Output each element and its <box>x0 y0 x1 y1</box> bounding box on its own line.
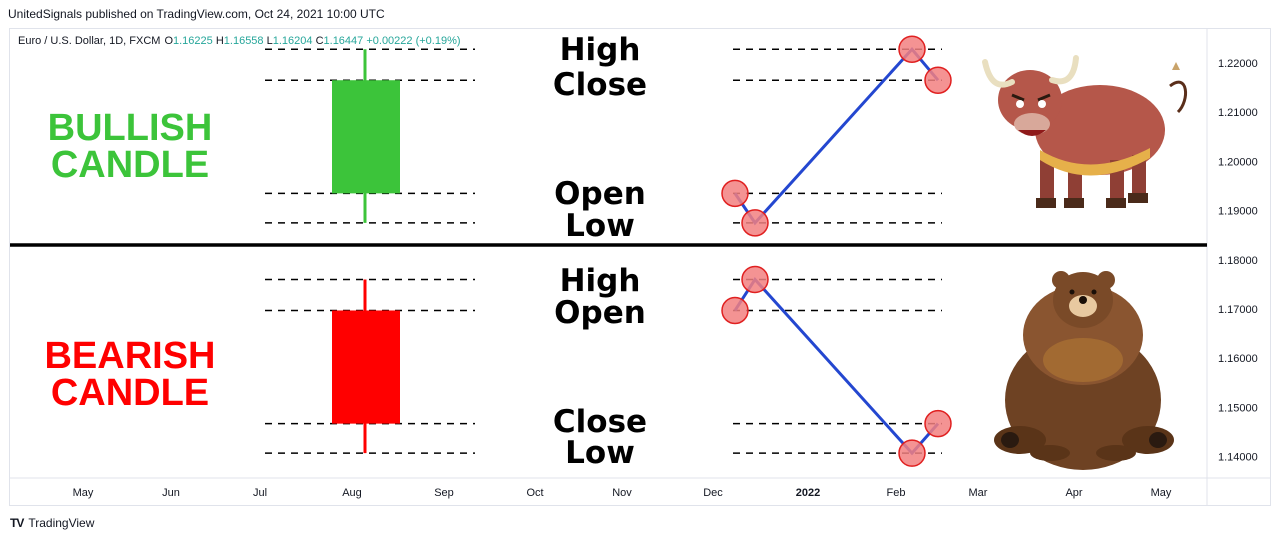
axis-lines <box>10 29 1270 505</box>
price-level-label: Open <box>554 295 646 331</box>
price-path-marker <box>924 66 952 94</box>
candle-title-line: BEARISH <box>44 335 215 377</box>
tradingview-logo-icon: TV <box>10 516 24 530</box>
x-tick-label: Jun <box>162 487 180 499</box>
price-path-marker <box>741 265 769 294</box>
legend-ohlc: O1.16225 H1.16558 L1.16204 C1.16447 +0.0… <box>164 35 460 47</box>
price-path-marker <box>924 409 952 438</box>
legend-o-label: O <box>164 35 173 47</box>
x-tick-label: May <box>1151 487 1172 499</box>
y-tick-label: 1.21000 <box>1218 107 1258 119</box>
x-tick-label: Feb <box>887 487 906 499</box>
legend-o-value: 1.16225 <box>173 35 213 47</box>
x-tick-label: Aug <box>342 487 362 499</box>
candle-title-line: CANDLE <box>51 372 209 414</box>
candle-title-line: BULLISH <box>48 107 213 149</box>
candle-body <box>332 80 400 194</box>
x-tick-label: Mar <box>969 487 988 499</box>
x-tick-label: Dec <box>703 487 723 499</box>
price-path-marker <box>898 35 926 63</box>
x-axis: May Jun Jul Aug Sep Oct Nov Dec 2022 Feb Mar Apr May <box>73 487 1172 499</box>
y-tick-label: 1.16000 <box>1218 353 1258 365</box>
price-path-marker <box>721 179 749 208</box>
y-tick-label: 1.20000 <box>1218 156 1258 168</box>
price-path-marker <box>721 296 749 325</box>
price-level-label: Low <box>565 208 635 244</box>
chart-frame <box>9 28 1271 506</box>
symbol-legend: Euro / U.S. Dollar, 1D, FXCM O1.16225 H1… <box>18 35 461 47</box>
candle-body <box>332 310 400 424</box>
bull-illustration <box>982 55 1188 208</box>
price-path-marker <box>898 439 926 467</box>
x-tick-label: May <box>73 487 94 499</box>
legend-change: +0.00222 (+0.19%) <box>366 35 461 47</box>
price-path-line <box>733 277 940 456</box>
footer[interactable]: TV TradingView <box>10 515 94 531</box>
legend-h-label: H <box>215 35 224 47</box>
bear-illustration <box>994 271 1174 470</box>
legend-c-label: C <box>315 35 324 47</box>
y-tick-label: 1.15000 <box>1218 402 1258 414</box>
legend-l-value: 1.16204 <box>272 35 313 47</box>
price-level-label: Open <box>554 176 646 212</box>
legend-l-label: L <box>266 35 273 47</box>
y-axis: 1.22000 1.21000 1.20000 1.19000 1.18000 1.170… <box>1218 58 1258 464</box>
animals <box>982 55 1188 470</box>
x-tick-label: Sep <box>434 487 454 499</box>
price-path-line <box>733 46 940 226</box>
legend-h-value: 1.16558 <box>223 35 264 47</box>
price-level-label: High <box>560 263 641 299</box>
price-level-label: High <box>560 32 641 68</box>
y-tick-label: 1.19000 <box>1218 206 1258 218</box>
y-tick-label: 1.14000 <box>1218 452 1258 464</box>
publisher-line: UnitedSignals published on TradingView.c… <box>8 7 385 21</box>
y-tick-label: 1.18000 <box>1218 255 1258 267</box>
y-tick-label: 1.22000 <box>1218 58 1258 70</box>
x-tick-label: Apr <box>1065 487 1082 499</box>
price-level-label: Close <box>553 404 647 440</box>
x-tick-label: Jul <box>253 487 267 499</box>
x-tick-label: Nov <box>612 487 632 499</box>
price-path-marker <box>741 209 769 237</box>
price-level-label: Low <box>565 435 635 471</box>
legend-c-value: 1.16447 <box>323 35 364 47</box>
y-tick-label: 1.17000 <box>1218 304 1258 316</box>
x-tick-label: 2022 <box>796 487 820 499</box>
legend-symbol: Euro / U.S. Dollar, 1D, FXCM <box>18 35 161 47</box>
candle-title-line: CANDLE <box>51 144 209 186</box>
x-tick-label: Oct <box>526 487 543 499</box>
price-level-label: Close <box>553 67 647 103</box>
panels: BULLISHCANDLEHighCloseOpenLowBEARISHCAND… <box>44 32 952 471</box>
footer-brand: TradingView <box>28 516 95 530</box>
